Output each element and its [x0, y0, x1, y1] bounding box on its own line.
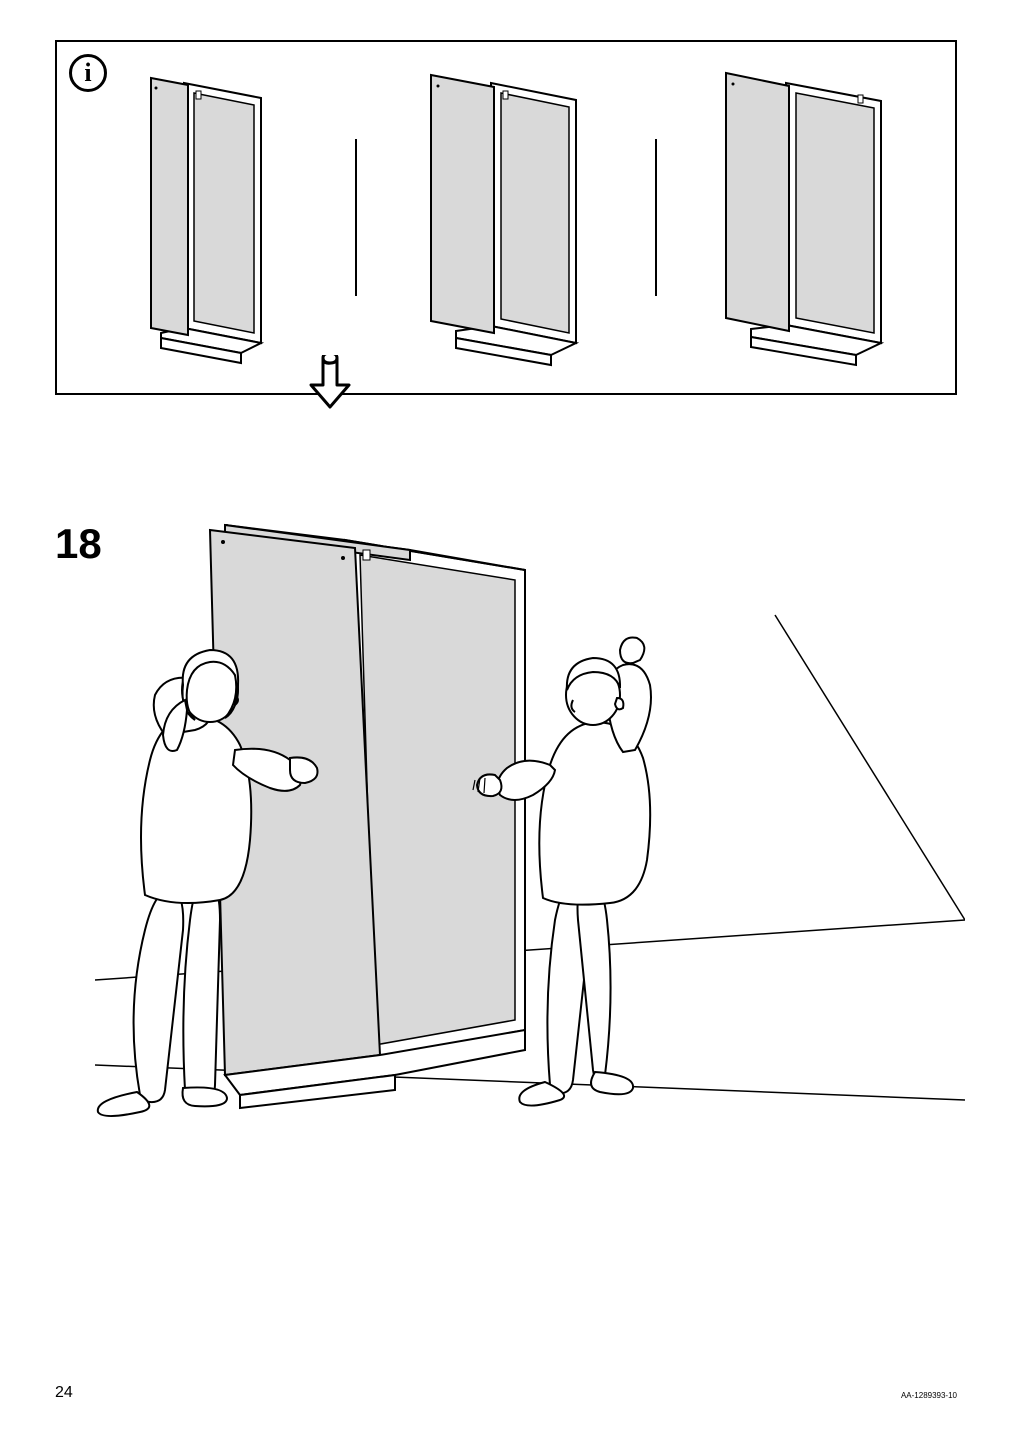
cabinet-variant-1: [57, 42, 355, 393]
main-illustration: [95, 500, 965, 1120]
cabinet-variant-2: [357, 42, 655, 393]
cabinet-1-svg: [106, 63, 306, 373]
cabinet-variant-3: [657, 42, 955, 393]
document-code: AA-1289393-10: [901, 1391, 957, 1400]
info-panel: i: [55, 40, 957, 395]
cabinet-3-svg: [696, 63, 916, 373]
arrow-down-icon: [305, 355, 355, 410]
page-number: 24: [55, 1384, 73, 1402]
cabinet-2-svg: [396, 63, 616, 373]
cabinet-main: [210, 525, 525, 1108]
instruction-page: i: [0, 0, 1012, 1432]
